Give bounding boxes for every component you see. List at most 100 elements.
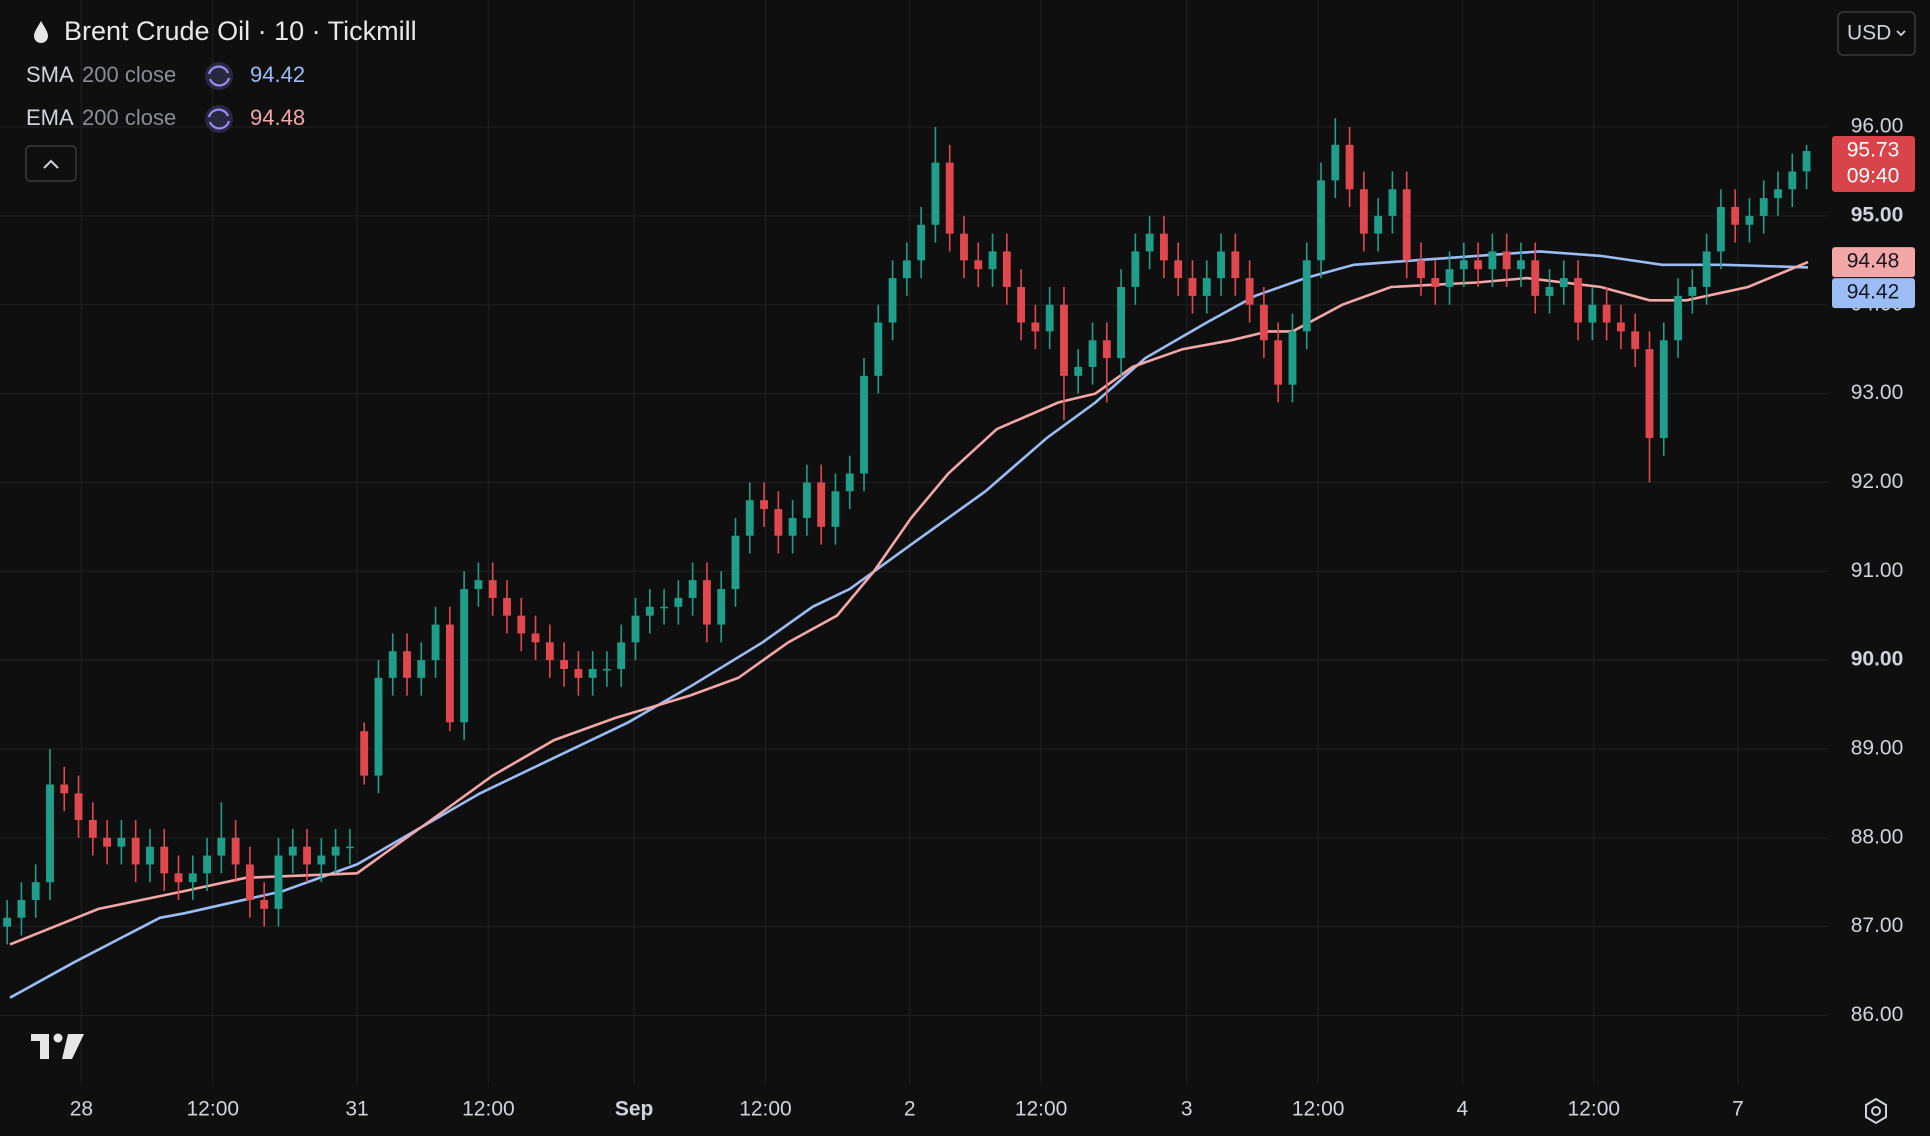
candle-body [817,482,826,527]
candle-body [3,917,12,927]
indicators [9,250,1809,999]
candle-body [388,651,397,678]
candle-body [1388,189,1397,216]
candle-body [1288,331,1297,385]
candle-body [902,260,911,279]
x-tick-label: 12:00 [739,1098,792,1121]
candle-body [217,837,226,856]
candle-body [1088,340,1097,367]
grid [0,0,1828,1083]
candle-body [1002,251,1011,287]
candle-body [503,597,511,616]
candle-body [1545,286,1554,296]
candle-body [103,837,112,847]
candle-body [617,642,626,669]
candle-body [303,846,311,865]
candle-body [403,651,411,678]
candle-body [17,899,26,918]
indicator-line [9,250,1809,999]
candle-body [702,580,711,625]
y-tick-label: 95.00 [1851,203,1904,226]
candle-body [1459,260,1468,270]
candle-body [146,846,154,865]
candle-body [1359,189,1368,234]
candle-body [274,855,283,909]
candles [3,118,1811,945]
candle-body [431,624,440,661]
candle-body [1716,207,1725,252]
x-tick-label: Sep [615,1098,654,1121]
x-tick-label: 12:00 [1015,1098,1068,1121]
legend-icon-arrows [207,108,231,130]
candle-body [288,846,297,856]
candle-body [560,660,569,669]
candle-body [1802,151,1811,172]
candle-body [74,793,83,821]
candle-body [1745,215,1754,225]
candle-body [488,580,497,598]
candle-body [645,606,654,616]
candle-body [360,731,369,776]
price-tag-value: 95.73 [1847,139,1900,162]
y-tick-label: 90.00 [1851,648,1904,671]
candle-body [1417,260,1425,279]
candle-body [1317,180,1325,261]
candle-body [545,642,554,661]
axes: 86.00 87.00 88.00 89.00 90.00 91.00 92.00 93.00… [70,115,1915,1121]
candle-body [88,820,97,838]
candle-body [474,580,483,590]
legend-value: 94.42 [250,62,305,87]
x-tick-label: 28 [70,1098,93,1121]
candle-body [760,500,768,510]
candle-body [1302,260,1311,332]
candle-body [1074,366,1083,376]
drop-icon [34,21,48,43]
candle-body [1145,233,1154,252]
candle-body [445,624,454,723]
candle-body [1060,304,1068,376]
candle-body [1688,286,1697,296]
candle-body [802,482,811,518]
candle-body [1017,286,1026,323]
candle-body [1659,340,1668,438]
x-tick-label: 12:00 [1568,1098,1621,1121]
candle-body [1788,171,1797,190]
x-tick-label: 4 [1457,1098,1469,1121]
candle-body [1331,144,1340,181]
candle-body [245,864,254,900]
candle-body [1674,295,1682,341]
y-tick-label: 86.00 [1851,1003,1904,1026]
y-tick-label: 89.00 [1851,736,1904,759]
collapse-button[interactable] [25,145,77,182]
y-tick-label: 92.00 [1851,470,1904,493]
candle-body [1274,340,1283,385]
candle-body [731,535,740,590]
candle-body [1202,278,1211,296]
candle-body [831,491,840,527]
currency-label: USD [1847,22,1891,45]
y-tick-label: 91.00 [1851,559,1904,582]
candle-body [688,580,697,598]
indicator-line [9,260,1809,946]
candle-body [1774,189,1782,199]
candle-body [931,162,940,225]
y-tick-label: 88.00 [1851,825,1904,848]
candle-body [317,855,326,865]
x-tick-label: 12:00 [187,1098,240,1121]
currency-button[interactable] [1837,11,1916,56]
price-tag-countdown: 09:40 [1847,165,1900,188]
candle-body [1345,144,1354,190]
candle-body [1045,304,1054,332]
candle-body [1402,189,1411,261]
candle-body [1517,260,1525,270]
candle-body [1574,278,1583,323]
candle-body [1245,278,1254,305]
candle-body [674,597,683,607]
candle-body [1731,207,1740,225]
candle-body [1702,251,1711,287]
candle-body [945,162,954,234]
settings-button[interactable] [1865,1097,1887,1125]
